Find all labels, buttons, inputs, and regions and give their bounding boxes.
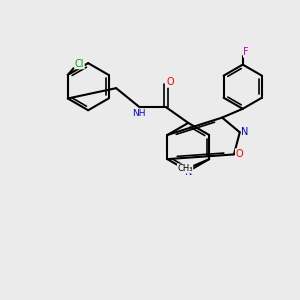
Text: F: F	[244, 47, 249, 57]
Text: O: O	[167, 77, 174, 87]
Text: NH: NH	[132, 109, 146, 118]
Text: O: O	[236, 149, 243, 159]
Text: CH₃: CH₃	[177, 164, 193, 173]
Text: N: N	[184, 167, 192, 177]
Text: Cl: Cl	[75, 59, 84, 69]
Text: N: N	[242, 127, 249, 137]
